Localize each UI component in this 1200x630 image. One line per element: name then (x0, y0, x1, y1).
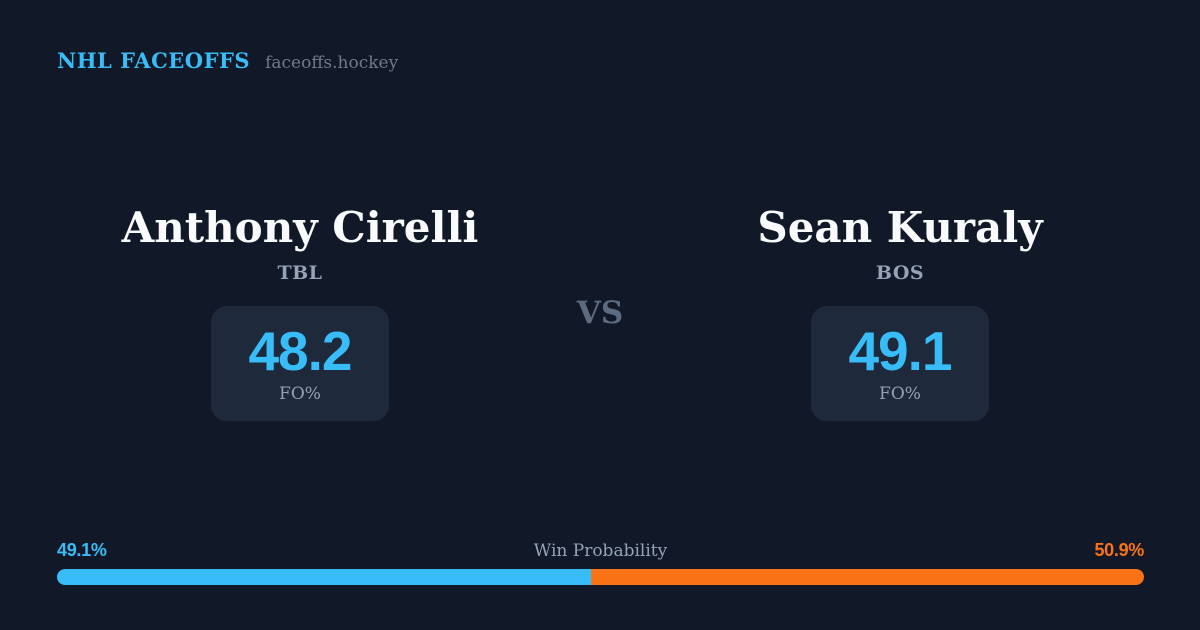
player-name-right: Sean Kuraly (757, 203, 1043, 252)
fo-pct-value-left: 48.2 (248, 319, 352, 382)
win-prob-title: Win Probability (533, 541, 668, 561)
win-probability-labels: 49.1% Win Probability 50.9% (57, 540, 1144, 561)
site-domain: faceoffs.hockey (265, 53, 399, 73)
player-card-left: Anthony Cirelli TBL 48.2 FO% (60, 204, 540, 421)
player-team-left: TBL (277, 262, 323, 284)
player-card-right: Sean Kuraly BOS 49.1 FO% (660, 204, 1140, 421)
fo-pct-label-left: FO% (279, 383, 321, 404)
fo-pct-label-right: FO% (879, 383, 921, 404)
fo-pct-value-right: 49.1 (848, 319, 952, 382)
player-name-left: Anthony Cirelli (121, 203, 479, 252)
win-prob-left-fill (57, 569, 591, 585)
stat-box-right: 49.1 FO% (811, 306, 989, 421)
stat-box-left: 48.2 FO% (211, 306, 389, 421)
win-prob-left-pct: 49.1% (57, 540, 107, 560)
header: NHL FACEOFFS faceoffs.hockey (57, 48, 398, 73)
vs-label: VS (576, 295, 624, 331)
win-prob-bar (57, 569, 1144, 585)
brand-title: NHL FACEOFFS (57, 48, 251, 73)
player-team-right: BOS (875, 262, 925, 284)
win-prob-right-fill (590, 569, 1144, 585)
win-prob-right-pct: 50.9% (1094, 540, 1145, 560)
win-probability-section: 49.1% Win Probability 50.9% (57, 540, 1144, 585)
